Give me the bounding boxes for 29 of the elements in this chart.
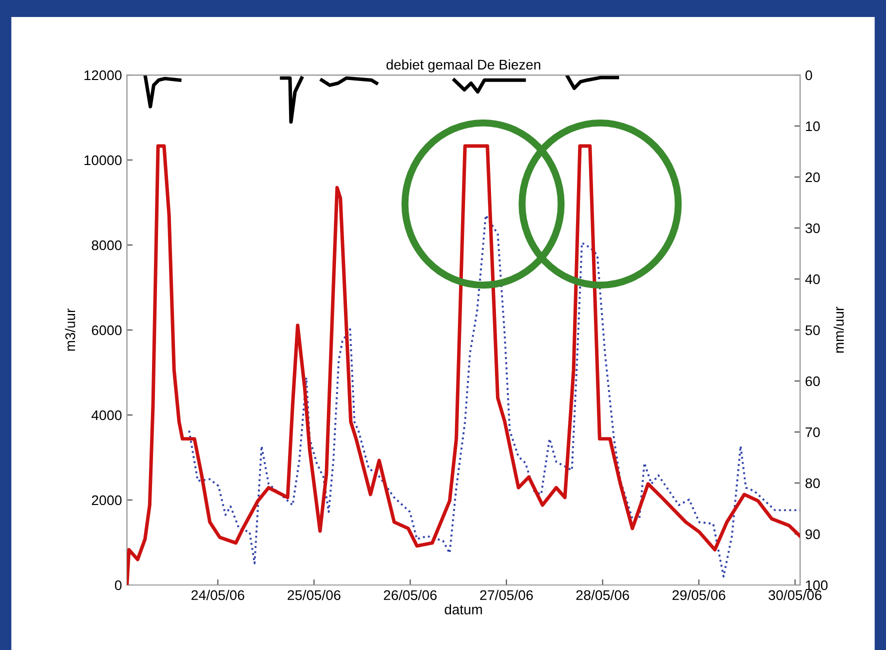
y-tick-label: 2000 <box>92 495 122 506</box>
x-axis-title: datum <box>444 604 482 614</box>
chart-title: debiet gemaal De Biezen <box>386 59 540 72</box>
y2-tick-label: 100 <box>806 580 828 590</box>
y-axis-title: m3/uur <box>64 308 76 351</box>
y2-tick-label: 10 <box>806 121 820 132</box>
y-tick-label: 0 <box>114 580 122 590</box>
y2-tick-label: 90 <box>806 529 820 540</box>
y2-tick-label: 30 <box>805 223 820 234</box>
x-tick-label: 24/05/06 <box>191 590 244 600</box>
x-tick-label: 30/05/06 <box>768 590 822 600</box>
y2-tick-label: 50 <box>805 325 820 336</box>
y-tick-label: 6000 <box>92 325 122 336</box>
y2-axis-title: mm/uur <box>834 306 844 353</box>
y2-tick-label: 20 <box>806 172 820 182</box>
y2-tick-label: 70 <box>806 427 820 438</box>
y-tick-label: 12000 <box>84 70 122 80</box>
x-tick-label: 25/05/06 <box>288 590 340 600</box>
x-tick-label: 28/05/06 <box>576 590 630 600</box>
y-tick-label: 8000 <box>92 240 122 250</box>
x-tick-label: 27/05/06 <box>480 590 533 600</box>
y-tick-label: 10000 <box>84 155 122 166</box>
y2-tick-label: 80 <box>806 478 820 488</box>
x-tick-label: 26/05/06 <box>384 590 437 600</box>
y2-tick-label: 0 <box>805 70 812 80</box>
y2-tick-label: 60 <box>806 376 820 386</box>
x-tick-label: 29/05/06 <box>672 590 726 600</box>
y-tick-label: 4000 <box>92 410 122 420</box>
y2-tick-label: 40 <box>805 274 820 284</box>
